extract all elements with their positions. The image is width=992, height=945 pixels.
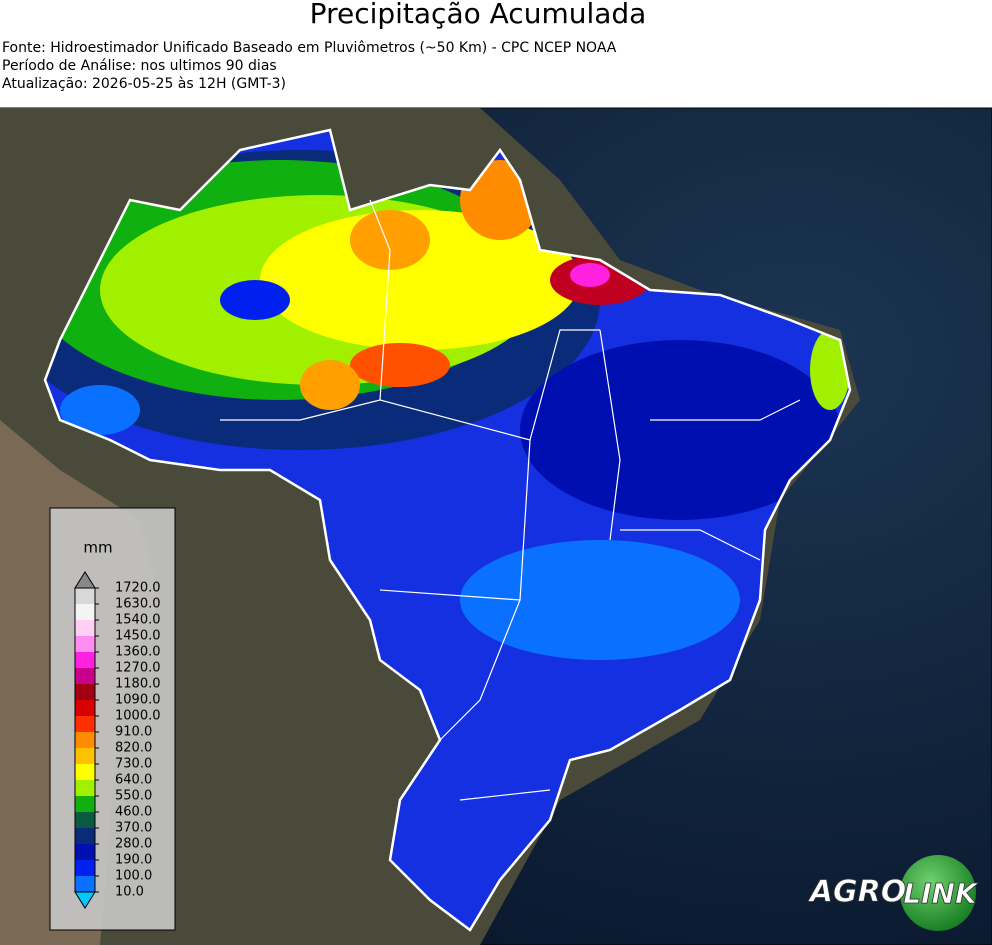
- source-line: Fonte: Hidroestimador Unificado Baseado …: [2, 40, 617, 56]
- title: Precipitação Acumulada: [310, 0, 647, 30]
- legend-label: 730.0: [115, 757, 152, 772]
- color-band: [75, 764, 95, 780]
- period-line: Período de Análise: nos ultimos 90 dias: [2, 58, 277, 74]
- legend-label: 10.0: [115, 885, 144, 900]
- color-band: [75, 796, 95, 812]
- legend-label: 1630.0: [115, 597, 161, 612]
- color-band: [75, 684, 95, 700]
- legend-label: 910.0: [115, 725, 152, 740]
- color-band: [75, 780, 95, 796]
- color-band: [75, 732, 95, 748]
- legend-label: 1270.0: [115, 661, 161, 676]
- logo: AGRO LINK: [807, 855, 979, 931]
- color-band: [75, 716, 95, 732]
- legend-label: 640.0: [115, 773, 152, 788]
- color-band: [75, 636, 95, 652]
- borders: [43, 128, 852, 932]
- color-band: [75, 588, 95, 604]
- legend-box: [49, 507, 176, 931]
- color-band: [75, 620, 95, 636]
- color-band: [75, 604, 95, 620]
- legend-label: 1180.0: [115, 677, 161, 692]
- logo-left: AGRO: [808, 875, 906, 910]
- colorbar: 1720.01630.01540.01450.01360.01270.01180…: [74, 571, 161, 909]
- color-band: [75, 844, 95, 860]
- color-band: [75, 828, 95, 844]
- legend-label: 460.0: [115, 805, 152, 820]
- legend-label: 190.0: [115, 853, 152, 868]
- color-band: [75, 812, 95, 828]
- legend-label: 1090.0: [115, 693, 161, 708]
- legend-label: 1720.0: [115, 581, 161, 596]
- legend-label: 370.0: [115, 821, 152, 836]
- legend-label: 820.0: [115, 741, 152, 756]
- legend-label: 280.0: [115, 837, 152, 852]
- colorbar-outline: [74, 587, 96, 893]
- legend-label: 1000.0: [115, 709, 161, 724]
- legend-label: 100.0: [115, 869, 152, 884]
- logo-right: LINK: [903, 877, 979, 910]
- legend-label: 1540.0: [115, 613, 161, 628]
- color-band: [75, 860, 95, 876]
- legend-unit: mm: [83, 539, 112, 557]
- legend-label: 550.0: [115, 789, 152, 804]
- color-band: [75, 700, 95, 716]
- logo-circle: [900, 855, 976, 931]
- color-band: [75, 652, 95, 668]
- color-band: [75, 668, 95, 684]
- legend-label: 1450.0: [115, 629, 161, 644]
- legend: mm 1720.01630.01540.01450.01360.01270.01…: [49, 507, 176, 931]
- color-band: [75, 748, 95, 764]
- update-line: Atualização: 2026-05-25 às 12H (GMT-3): [2, 76, 286, 92]
- legend-label: 1360.0: [115, 645, 161, 660]
- color-band: [75, 876, 95, 892]
